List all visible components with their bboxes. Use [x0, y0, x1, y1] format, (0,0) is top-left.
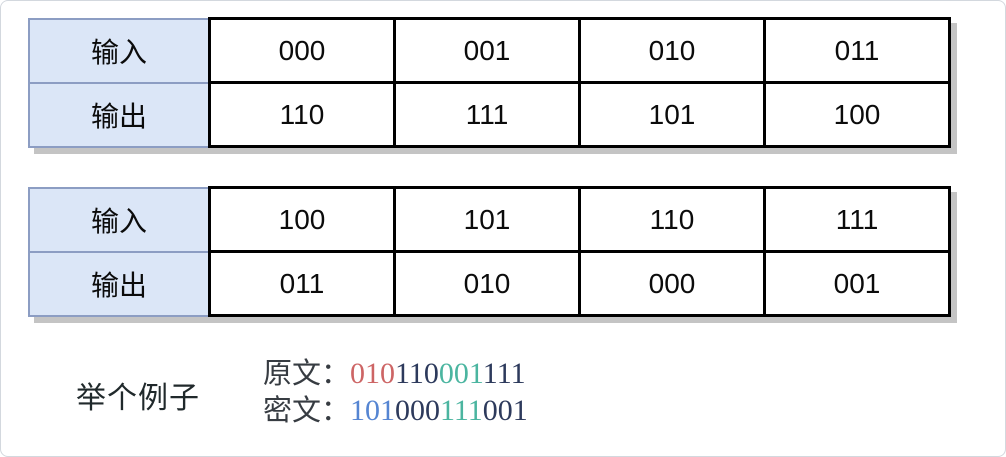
table-cell: 101 — [578, 81, 766, 148]
example-label: 举个例子 — [76, 382, 200, 415]
row-header-input: 输入 — [28, 17, 211, 84]
table-cell: 011 — [208, 250, 396, 317]
table-cell: 100 — [208, 186, 396, 253]
table-cell: 011 — [763, 17, 951, 84]
row-header-output: 输出 — [28, 81, 211, 148]
table-row: 输入 000 001 010 011 — [28, 17, 951, 84]
table-row: 输出 011 010 000 001 — [28, 250, 951, 317]
table-row: 输出 110 111 101 100 — [28, 81, 951, 148]
table-cell: 111 — [393, 81, 581, 148]
substitution-table-1: 输入 000 001 010 011 输出 110 111 101 100 — [28, 17, 951, 148]
table-cell: 100 — [763, 81, 951, 148]
table-cell: 110 — [578, 186, 766, 253]
table-cell: 001 — [763, 250, 951, 317]
ciphertext-group-3: 111 — [440, 394, 483, 427]
table-cell: 000 — [578, 250, 766, 317]
plaintext-label: 原文： — [263, 358, 351, 390]
table-cell: 110 — [208, 81, 396, 148]
table-cell: 101 — [393, 186, 581, 253]
substitution-table-2: 输入 100 101 110 111 输出 011 010 000 001 — [28, 186, 951, 317]
ciphertext-group-4: 001 — [482, 394, 528, 427]
row-header-output: 输出 — [28, 250, 211, 317]
table-cell: 000 — [208, 17, 396, 84]
table-cell: 111 — [763, 186, 951, 253]
ciphertext-line: 密文：101000111001 — [263, 392, 528, 429]
table-cell: 001 — [393, 17, 581, 84]
table-row: 输入 100 101 110 111 — [28, 186, 951, 253]
plaintext-group-1: 010 — [350, 357, 396, 390]
row-header-input: 输入 — [28, 186, 211, 253]
plaintext-line: 原文：010110001111 — [263, 355, 528, 392]
plaintext-group-3: 001 — [438, 357, 484, 390]
ciphertext-group-2: 000 — [395, 394, 441, 427]
ciphertext-group-1: 101 — [350, 394, 396, 427]
table-cell: 010 — [578, 17, 766, 84]
ciphertext-label: 密文： — [263, 395, 351, 427]
table-cell: 010 — [393, 250, 581, 317]
plaintext-group-4: 111 — [483, 357, 526, 390]
example-lines: 原文：010110001111 密文：101000111001 — [263, 355, 528, 429]
plaintext-group-2: 110 — [395, 357, 439, 390]
